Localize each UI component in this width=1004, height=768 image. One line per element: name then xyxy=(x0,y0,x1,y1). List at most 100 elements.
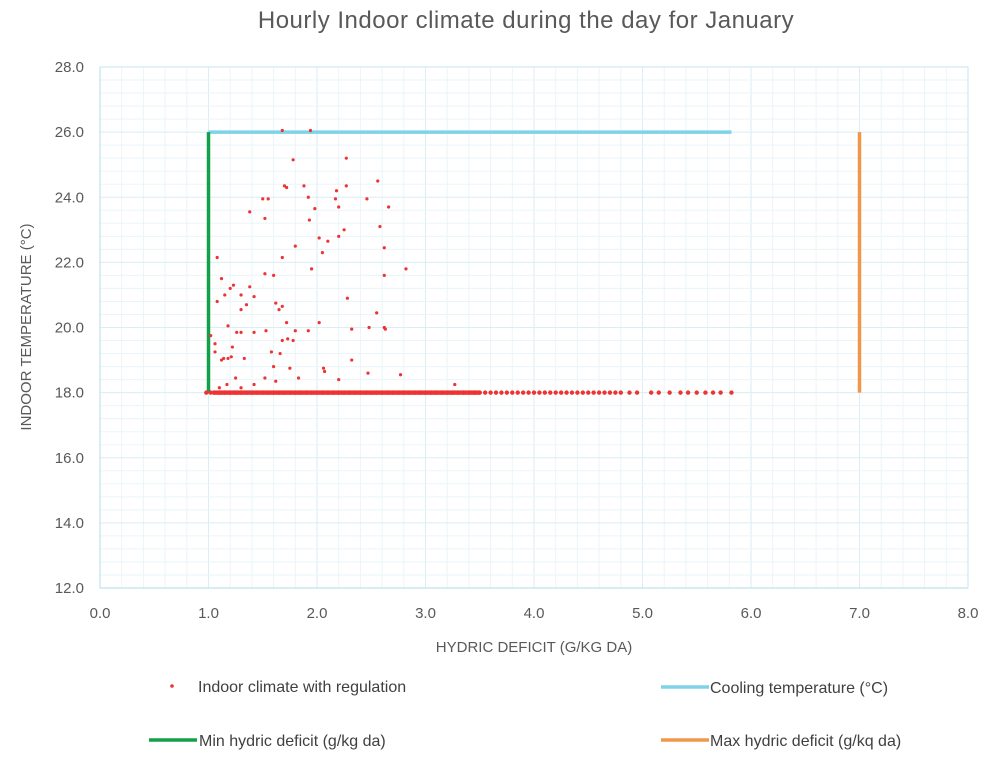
data-point xyxy=(656,390,661,395)
data-point xyxy=(280,128,284,133)
y-tick-label: 14.0 xyxy=(55,515,84,532)
data-point xyxy=(272,364,276,369)
data-point xyxy=(378,224,382,229)
x-tick-label: 8.0 xyxy=(958,605,979,622)
data-point xyxy=(703,390,708,395)
x-tick-label: 5.0 xyxy=(632,605,653,622)
data-point xyxy=(226,356,230,361)
x-tick-label: 4.0 xyxy=(524,605,545,622)
data-point xyxy=(376,179,380,183)
data-point xyxy=(272,273,276,277)
data-point xyxy=(239,293,243,297)
data-point xyxy=(618,390,623,395)
data-point xyxy=(504,390,510,395)
x-tick-label: 0.0 xyxy=(90,605,111,622)
data-point xyxy=(307,218,311,222)
legend-item-indoor-climate: Indoor climate with regulation xyxy=(170,679,406,696)
y-tick-label: 26.0 xyxy=(55,124,84,141)
data-point xyxy=(375,311,379,315)
data-point xyxy=(264,329,268,333)
data-point xyxy=(366,371,370,375)
data-point xyxy=(591,390,596,395)
data-point xyxy=(204,390,209,395)
data-point xyxy=(213,342,217,346)
data-point xyxy=(261,197,265,201)
data-point xyxy=(345,296,349,300)
legend-item-cooling-temperature: Cooling temperature (°C) xyxy=(661,680,888,697)
data-point xyxy=(274,301,278,305)
data-point xyxy=(510,390,515,395)
y-tick-label: 16.0 xyxy=(55,450,84,467)
data-point xyxy=(531,390,537,395)
data-point xyxy=(225,382,229,387)
data-point xyxy=(282,184,287,188)
data-point xyxy=(280,338,284,343)
data-point xyxy=(234,376,238,380)
data-point xyxy=(309,267,314,271)
data-point xyxy=(252,330,256,334)
data-point xyxy=(277,307,281,312)
data-point xyxy=(231,283,236,287)
data-point xyxy=(263,376,267,380)
data-point xyxy=(285,185,289,190)
y-tick-label: 24.0 xyxy=(55,189,84,206)
data-point xyxy=(248,285,252,289)
data-point xyxy=(235,330,239,334)
data-point xyxy=(293,329,297,333)
data-point xyxy=(320,251,325,255)
data-point xyxy=(564,390,569,395)
data-point xyxy=(694,390,699,395)
data-point xyxy=(453,382,457,387)
data-point xyxy=(239,330,243,334)
data-point xyxy=(219,358,224,362)
data-point xyxy=(337,234,341,238)
data-point xyxy=(219,277,224,281)
legend-item-min-hydric-deficit: Min hydric deficit (g/kg da) xyxy=(149,733,386,750)
data-point xyxy=(239,307,243,312)
data-point xyxy=(537,390,542,395)
data-point xyxy=(229,355,233,359)
data-point xyxy=(548,390,553,395)
data-point xyxy=(291,158,295,162)
data-point xyxy=(383,327,387,331)
y-tick-label: 22.0 xyxy=(55,254,84,271)
data-point xyxy=(499,390,504,395)
data-point xyxy=(477,390,482,395)
data-point xyxy=(580,390,586,395)
series-points xyxy=(204,128,734,395)
data-point xyxy=(223,293,227,297)
data-point xyxy=(317,321,321,325)
data-point xyxy=(269,350,274,354)
legend-item-max-hydric-deficit: Max hydric deficit (g/kq da) xyxy=(661,733,901,750)
data-point xyxy=(678,390,683,395)
x-axis-ticks: 0.0 1.0 2.0 3.0 4.0 5.0 6.0 7.0 8.0 xyxy=(90,605,979,622)
data-point xyxy=(337,205,341,209)
data-point xyxy=(252,294,256,299)
data-point xyxy=(575,390,580,395)
data-point xyxy=(648,390,654,395)
data-point xyxy=(344,184,348,188)
legend-label-indoor-climate: Indoor climate with regulation xyxy=(198,679,406,696)
chart-title: Hourly Indoor climate during the day for… xyxy=(258,7,794,34)
data-point xyxy=(280,255,284,260)
data-point xyxy=(569,390,575,395)
data-point xyxy=(382,273,386,277)
data-point xyxy=(293,244,297,248)
data-point xyxy=(710,390,716,395)
data-point xyxy=(404,267,408,271)
data-point xyxy=(308,128,313,133)
data-point xyxy=(542,390,548,395)
legend-label-cooling-temperature: Cooling temperature (°C) xyxy=(710,680,888,697)
plot-axes xyxy=(99,66,969,589)
data-point xyxy=(222,356,226,361)
data-point xyxy=(627,390,632,395)
data-point xyxy=(288,366,292,370)
data-point xyxy=(634,390,640,395)
data-point xyxy=(215,299,219,304)
data-point xyxy=(266,197,270,201)
data-point xyxy=(239,386,243,390)
data-point xyxy=(553,390,558,395)
data-point xyxy=(280,304,284,308)
data-point xyxy=(291,338,295,343)
data-point xyxy=(230,345,234,349)
